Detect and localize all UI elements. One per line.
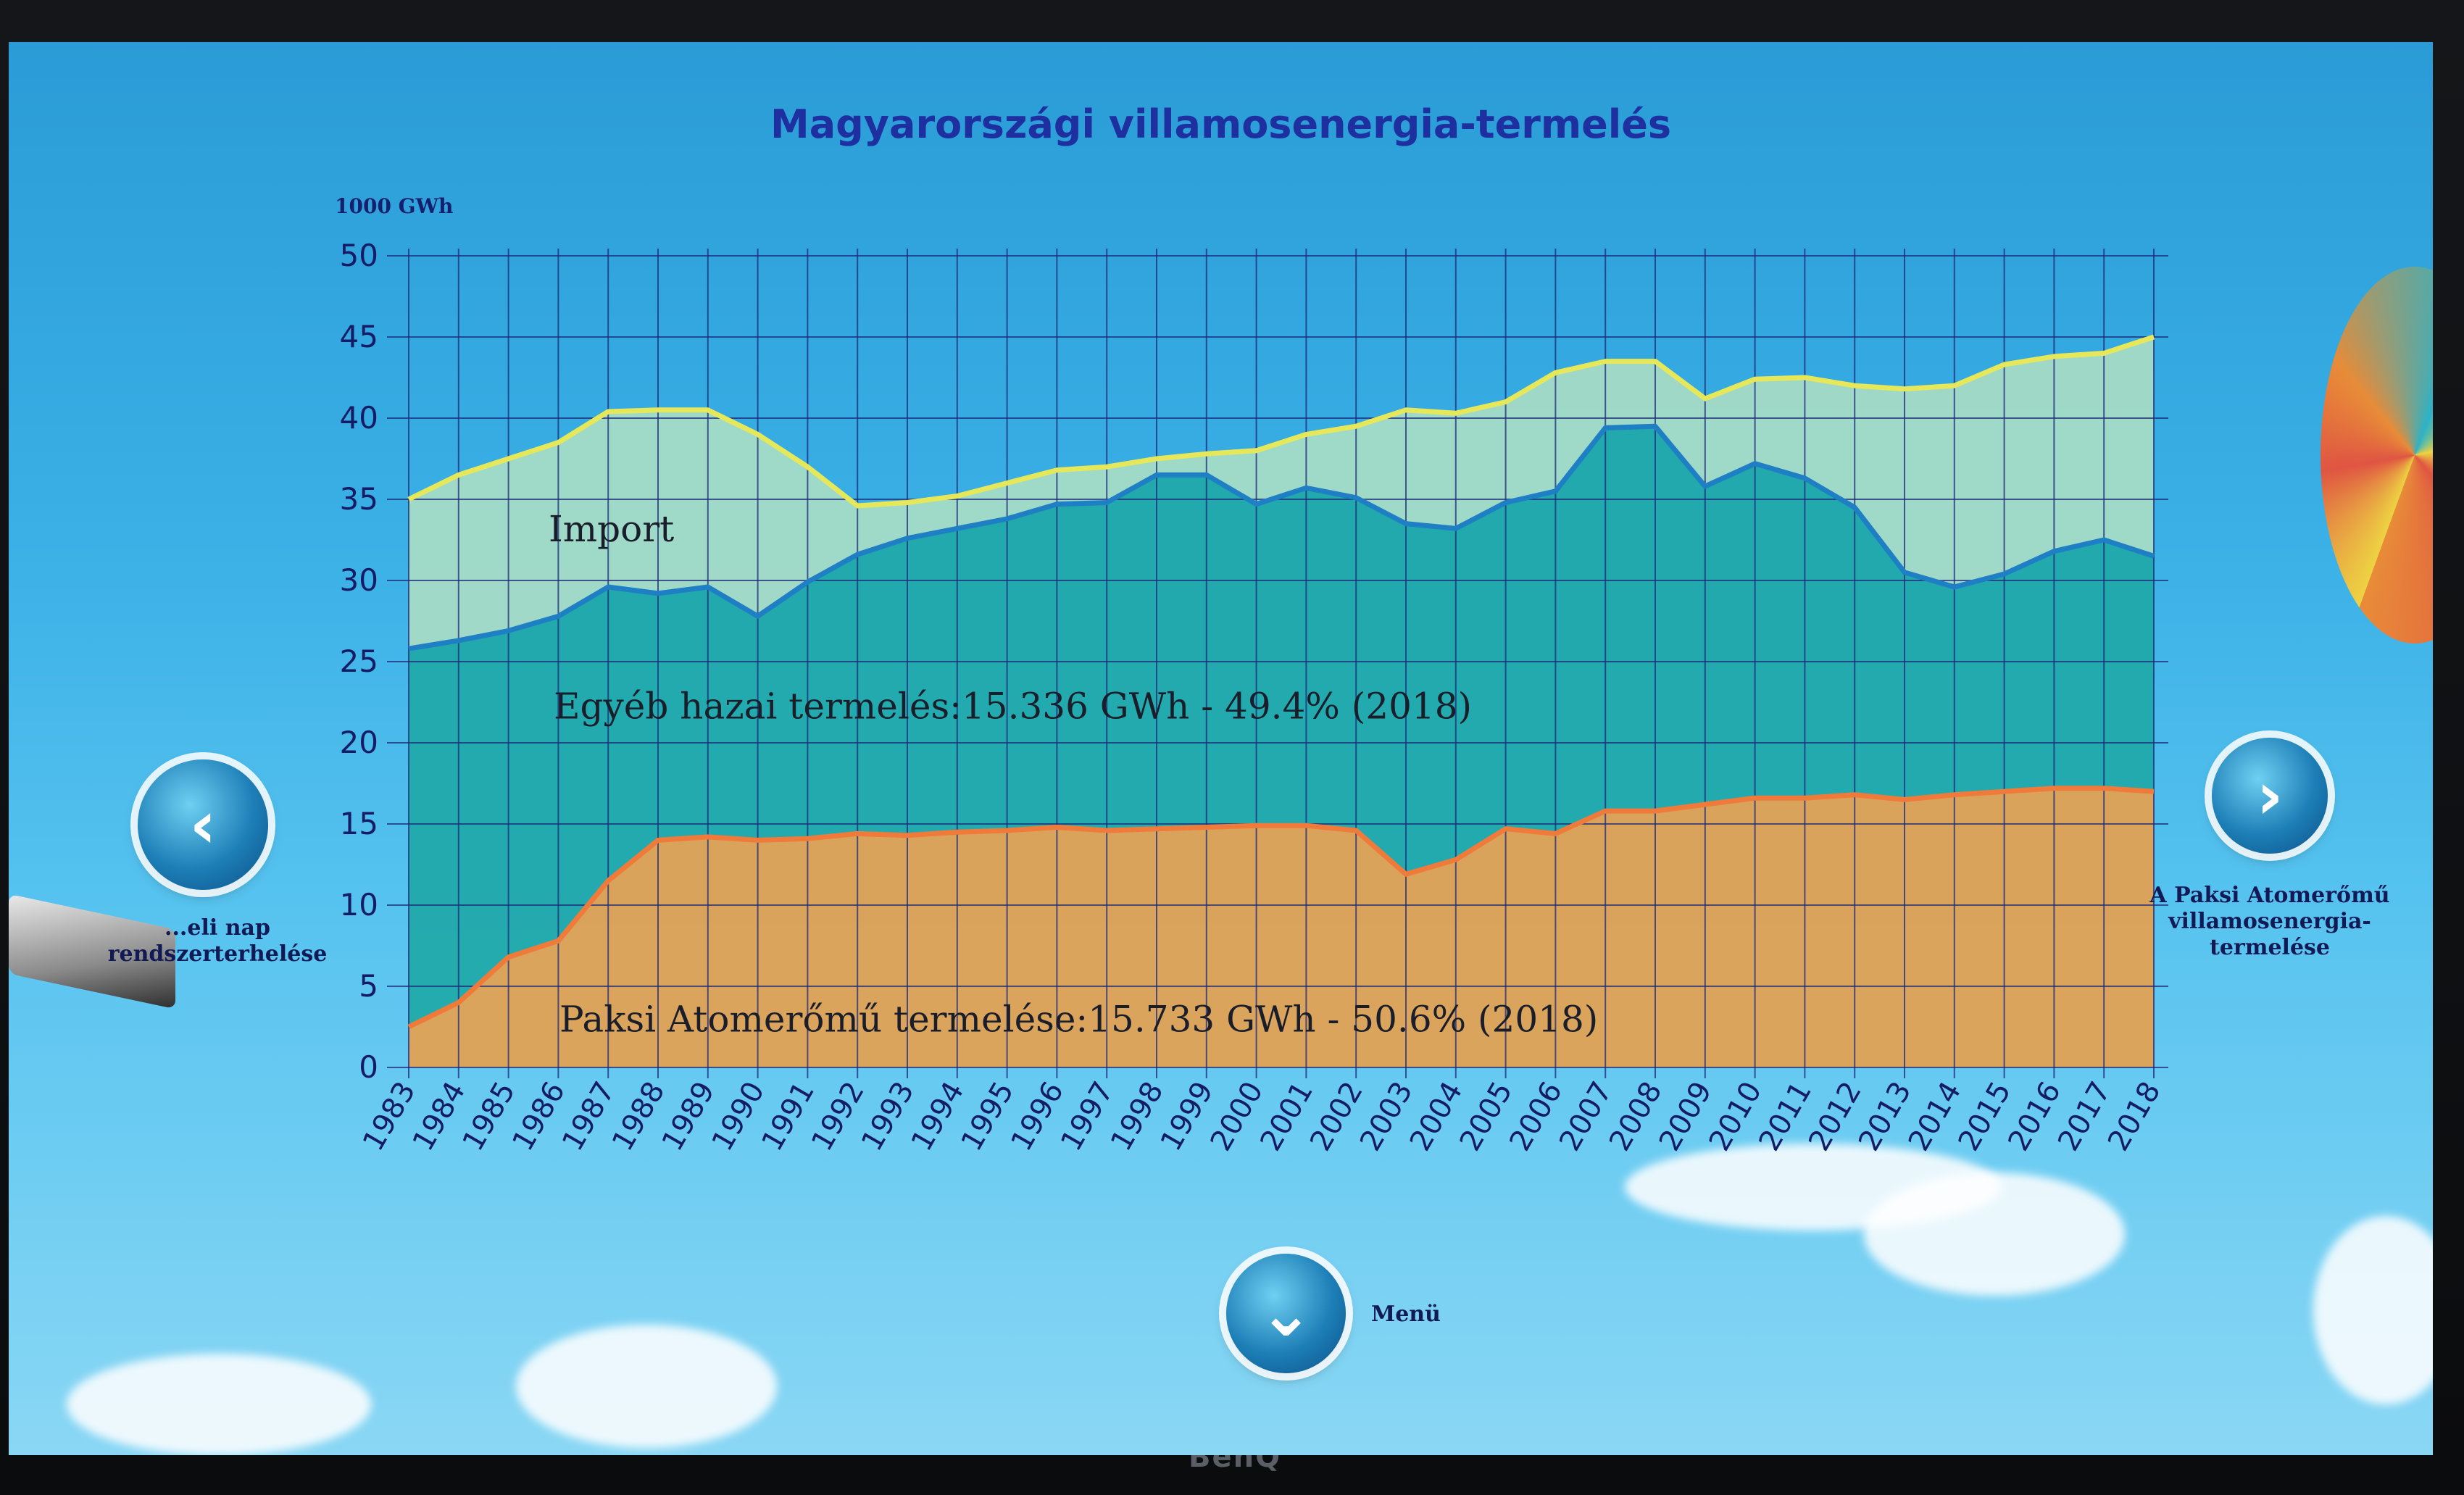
series-line-paks [407,786,2155,1030]
x-tick-label: 2007 [1553,1076,1619,1157]
x-tick-label: 1999 [1154,1076,1220,1157]
x-tick-label: 1993 [855,1076,921,1157]
previous-page-label-line1: ...eli nap [165,915,270,941]
x-tick-label: 2017 [2052,1076,2118,1157]
series-annotation-import: Import [549,508,674,550]
x-tick-label: 1984 [407,1076,473,1157]
x-tick-label: 1991 [755,1076,821,1157]
next-page-label-line1: A Paksi Atomerőmű [2149,883,2390,908]
x-tick-label: 1997 [1054,1076,1120,1157]
x-tick-label: 1990 [706,1076,772,1157]
x-tick-label: 1987 [556,1076,622,1157]
previous-page-label[interactable]: ...eli nap rendszerterhelése [94,915,341,967]
x-tick-label: 2001 [1254,1076,1320,1157]
double-chevron-down-icon: ⌄ [1258,1275,1314,1352]
chart: 0 5 10 15 20 25 30 35 40 45 50 19831984198519861987… [340,238,2168,1157]
x-tick-label: 1996 [1004,1076,1070,1157]
series-line-domestic [408,423,2155,651]
x-tick-label: 1989 [656,1076,722,1157]
x-tick-label: 2015 [1952,1076,2018,1157]
x-tick-label: 2018 [2102,1076,2168,1157]
y-tick-label: 45 [340,319,378,354]
series-area-domestic [409,426,2154,1027]
menu-label[interactable]: Menü [1371,1302,1441,1327]
cloud-decoration [2313,1216,2433,1404]
previous-page-label-line2: rendszerterhelése [107,941,328,967]
y-axis-unit-label: 1000 GWh [335,194,454,218]
x-tick-label: 2008 [1603,1076,1669,1157]
x-tick-label: 1985 [457,1076,523,1157]
series-annotation-domestic: Egyéb hazai termelés:15.336 GWh - 49.4% … [554,685,1472,727]
y-tick-label: 50 [340,238,378,273]
y-tick-label: 40 [340,400,378,436]
x-tick-label: 2013 [1852,1076,1918,1157]
x-tick-label: 2005 [1454,1076,1520,1157]
next-page-button[interactable]: › [2212,738,2328,854]
menu-button[interactable]: ⌄ [1226,1254,1346,1373]
y-tick-label: 25 [340,644,378,679]
x-tick-label: 1983 [357,1076,423,1157]
x-tick-label: 1988 [606,1076,672,1157]
series-area-paks [409,788,2154,1067]
x-tick-label: 2004 [1404,1076,1470,1157]
cloud-decoration [1864,1173,2125,1296]
next-page-label[interactable]: A Paksi Atomerőmű villamosenergia- terme… [2139,883,2400,961]
x-tick-label: 2000 [1204,1076,1270,1157]
y-tick-label: 20 [340,725,378,760]
y-tick-label: 5 [359,968,378,1004]
series-annotation-paks: Paksi Atomerőmű termelése:15.733 GWh - 5… [559,999,1598,1041]
y-tick-label: 15 [340,806,378,841]
x-tick-label: 2009 [1653,1076,1719,1157]
x-tick-label: 2014 [1902,1076,1968,1157]
y-tick-label: 10 [340,887,378,923]
y-tick-label: 35 [340,481,378,517]
next-page-label-line2: villamosenergia- [2168,909,2371,934]
x-tick-label: 2012 [1802,1076,1868,1157]
screen: Magyarországi villamosenergia-termelés 1… [9,42,2433,1455]
x-tick-label: 1994 [905,1076,971,1157]
series-line-import [407,334,2155,509]
next-page-label-line3: termelése [2209,935,2331,960]
cloud-decoration [67,1354,371,1455]
x-tick-label: 2006 [1503,1076,1569,1157]
x-tick-label: 1998 [1104,1076,1170,1157]
x-tick-label: 2010 [1703,1076,1769,1157]
x-tick-label: 1995 [955,1076,1021,1157]
x-tick-label: 1992 [805,1076,871,1157]
x-tick-label: 2016 [2002,1076,2068,1157]
y-tick-label: 30 [340,562,378,598]
x-tick-label: 2003 [1354,1076,1420,1157]
chart-title: Magyarországi villamosenergia-termelés [770,101,1672,147]
cloud-decoration [516,1325,777,1448]
chevron-right-icon: › [2256,757,2284,834]
x-tick-label: 2002 [1304,1076,1370,1157]
x-tick-label: 1986 [506,1076,572,1157]
chevron-left-icon: ‹ [189,786,217,863]
previous-page-button[interactable]: ‹ [138,759,268,890]
x-tick-label: 2011 [1752,1076,1818,1157]
y-tick-label: 0 [359,1049,378,1085]
series-area-import [409,337,2154,649]
